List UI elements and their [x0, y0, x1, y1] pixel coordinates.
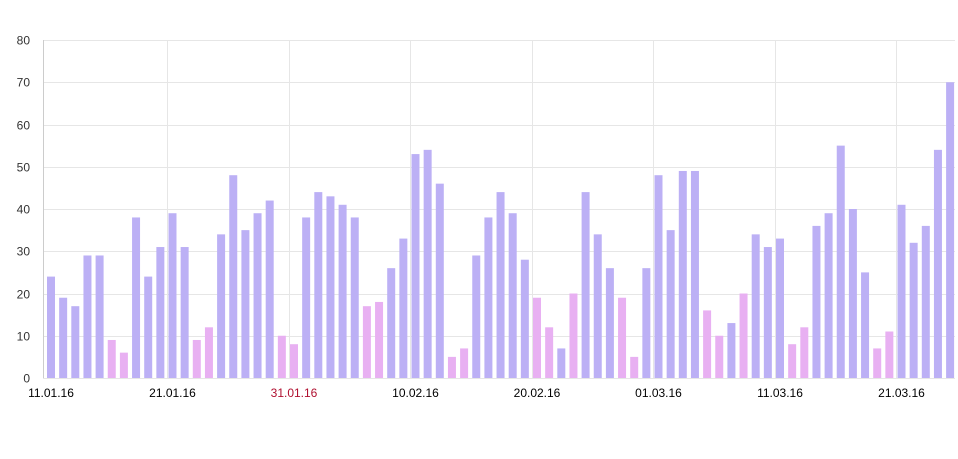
y-tick-label: 30 — [17, 245, 31, 259]
bar[interactable] — [921, 225, 930, 378]
bar[interactable] — [520, 259, 529, 378]
bar[interactable] — [715, 335, 724, 378]
bar[interactable] — [569, 293, 578, 379]
bar[interactable] — [909, 242, 918, 378]
bar[interactable] — [848, 209, 857, 378]
bar[interactable] — [241, 230, 250, 379]
bars — [47, 82, 955, 379]
bar[interactable] — [897, 204, 906, 378]
bar[interactable] — [593, 234, 602, 378]
bar[interactable] — [168, 213, 177, 378]
bar[interactable] — [630, 356, 639, 379]
x-tick-label: 21.03.16 — [878, 386, 925, 400]
bar[interactable] — [83, 255, 92, 378]
x-tick-label: 11.03.16 — [757, 386, 803, 400]
bar[interactable] — [375, 301, 384, 378]
bar[interactable] — [788, 344, 797, 378]
bar[interactable] — [666, 230, 675, 379]
bar[interactable] — [423, 149, 432, 378]
bar[interactable] — [95, 255, 104, 378]
bar[interactable] — [824, 213, 833, 378]
x-axis: 11.01.16 21.01.16 31.01.16 10.02.16 20.02.16… — [28, 386, 925, 400]
bar[interactable] — [763, 247, 772, 378]
bar[interactable] — [119, 352, 128, 378]
bar[interactable] — [496, 192, 505, 378]
bar[interactable] — [156, 247, 165, 378]
bar[interactable] — [642, 268, 651, 378]
bar[interactable] — [776, 238, 784, 378]
bar[interactable] — [581, 192, 590, 378]
bar[interactable] — [861, 272, 870, 379]
bar[interactable] — [605, 268, 614, 378]
y-tick-label: 10 — [17, 330, 31, 344]
bar[interactable] — [727, 323, 736, 378]
x-tick-label: 10.02.16 — [392, 386, 439, 400]
bar[interactable] — [885, 331, 894, 378]
bar[interactable] — [447, 356, 456, 379]
bar[interactable] — [132, 217, 141, 378]
x-tick-label: 01.03.16 — [635, 386, 682, 400]
bar[interactable] — [399, 238, 408, 378]
y-tick-label: 40 — [17, 203, 31, 217]
bar[interactable] — [326, 196, 335, 378]
bar[interactable] — [277, 335, 286, 378]
y-tick-label: 0 — [23, 372, 30, 386]
bar[interactable] — [47, 276, 55, 378]
bar[interactable] — [204, 327, 213, 378]
bar[interactable] — [484, 217, 493, 378]
bar[interactable] — [533, 297, 541, 378]
bar[interactable] — [71, 306, 80, 378]
bar[interactable] — [933, 149, 942, 378]
bar[interactable] — [690, 170, 699, 378]
bar[interactable] — [873, 348, 882, 378]
bar[interactable] — [739, 293, 748, 379]
bar[interactable] — [265, 200, 274, 378]
bar[interactable] — [144, 276, 153, 378]
bar[interactable] — [678, 170, 687, 378]
bar[interactable] — [314, 192, 323, 378]
bar[interactable] — [836, 145, 845, 379]
bar[interactable] — [229, 175, 238, 378]
bar[interactable] — [751, 234, 760, 378]
bar[interactable] — [435, 183, 444, 378]
bar[interactable] — [508, 213, 517, 378]
y-tick-label: 80 — [17, 34, 31, 48]
y-tick-label: 70 — [17, 76, 31, 90]
bar[interactable] — [411, 154, 420, 378]
bar[interactable] — [387, 268, 396, 378]
bar[interactable] — [302, 217, 311, 378]
bar[interactable] — [800, 327, 809, 378]
bar[interactable] — [290, 344, 298, 378]
bar[interactable] — [654, 175, 663, 378]
bar[interactable] — [350, 217, 359, 378]
bar[interactable] — [192, 339, 201, 378]
bar[interactable] — [460, 348, 469, 378]
x-tick-label: 31.01.16 — [271, 386, 318, 400]
bar[interactable] — [545, 327, 554, 378]
bar[interactable] — [217, 234, 226, 378]
y-axis: 0 10 20 30 40 50 60 70 80 — [17, 34, 44, 386]
bar[interactable] — [253, 213, 262, 378]
x-tick-label: 21.01.16 — [149, 386, 196, 400]
x-tick-label: 20.02.16 — [514, 386, 561, 400]
x-tick-label: 11.01.16 — [28, 386, 74, 400]
bar[interactable] — [557, 348, 566, 378]
bar[interactable] — [107, 339, 116, 378]
bar[interactable] — [338, 204, 347, 378]
y-tick-label: 20 — [17, 288, 31, 302]
bar[interactable] — [472, 255, 481, 378]
bar[interactable] — [180, 247, 189, 378]
y-tick-label: 50 — [17, 161, 31, 175]
bar[interactable] — [812, 225, 821, 378]
bar[interactable] — [703, 310, 712, 378]
bar[interactable] — [946, 82, 955, 378]
bar[interactable] — [59, 297, 68, 378]
y-tick-label: 60 — [17, 119, 31, 133]
bar[interactable] — [362, 306, 371, 378]
bar[interactable] — [618, 297, 627, 378]
